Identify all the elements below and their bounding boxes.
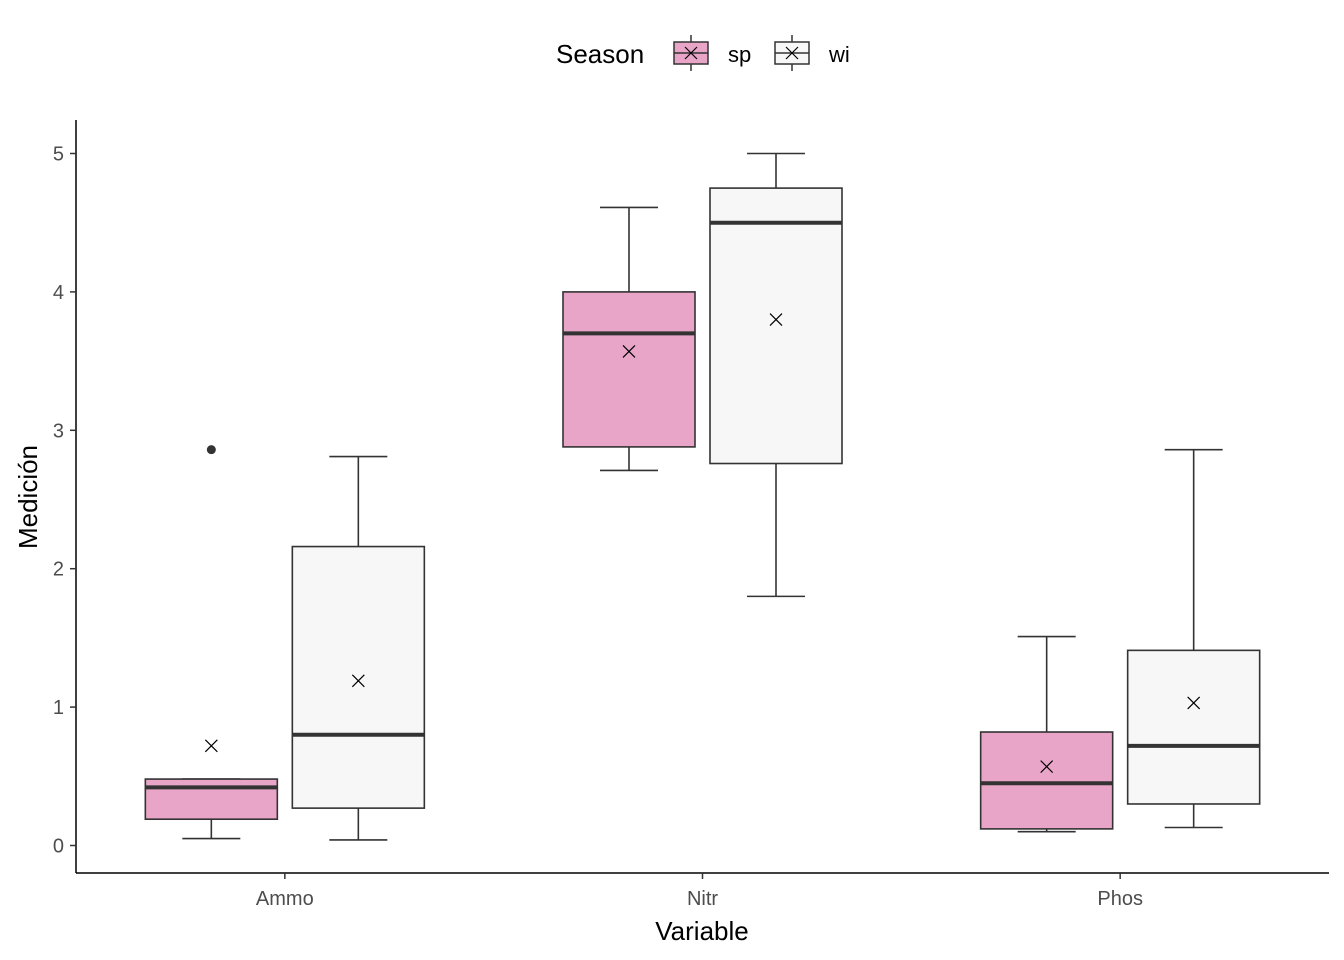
box-sp-nitr (562, 206, 696, 472)
legend-label: sp (728, 42, 751, 67)
x-tick-label: Nitr (687, 888, 718, 910)
y-tick-label: 1 (53, 697, 64, 719)
legend-key-mean-marker (684, 46, 698, 60)
x-axis-title: Variable (655, 916, 748, 946)
box-rect (562, 291, 696, 448)
plot-area (144, 152, 1261, 841)
mean-marker (769, 313, 783, 327)
box-rect (709, 187, 843, 465)
legend-item-sp: sp (673, 35, 751, 71)
box-sp-phos (979, 635, 1114, 833)
legend-key-mean-marker (785, 46, 799, 60)
mean-marker (1187, 696, 1201, 710)
y-tick-label: 4 (53, 282, 64, 304)
legend: Season sp wi (556, 35, 850, 71)
x-axis: Ammo Nitr Phos (256, 873, 1143, 910)
x-tick-label: Phos (1097, 888, 1143, 910)
box-rect (1126, 649, 1261, 805)
y-tick-label: 5 (53, 144, 64, 166)
y-tick-label: 0 (53, 836, 64, 858)
box-rect (979, 731, 1114, 830)
box-sp-ammo (144, 445, 279, 840)
legend-item-wi: wi (774, 35, 850, 71)
box-rect (291, 545, 426, 809)
mean-marker (622, 344, 636, 358)
y-axis-title: Medición (13, 445, 43, 549)
y-tick-label: 3 (53, 420, 64, 442)
x-tick-label: Ammo (256, 888, 314, 910)
box-rect (144, 778, 279, 821)
legend-title: Season (556, 39, 644, 69)
box-wi-ammo (291, 455, 426, 841)
mean-marker (204, 739, 218, 753)
y-axis: 0 1 2 3 4 5 (53, 144, 76, 858)
box-wi-phos (1126, 448, 1261, 829)
mean-marker (1040, 760, 1054, 774)
box-wi-nitr (709, 152, 843, 598)
legend-label: wi (828, 42, 850, 67)
mean-marker (351, 674, 365, 688)
outlier-point (206, 445, 216, 455)
y-tick-label: 2 (53, 559, 64, 581)
